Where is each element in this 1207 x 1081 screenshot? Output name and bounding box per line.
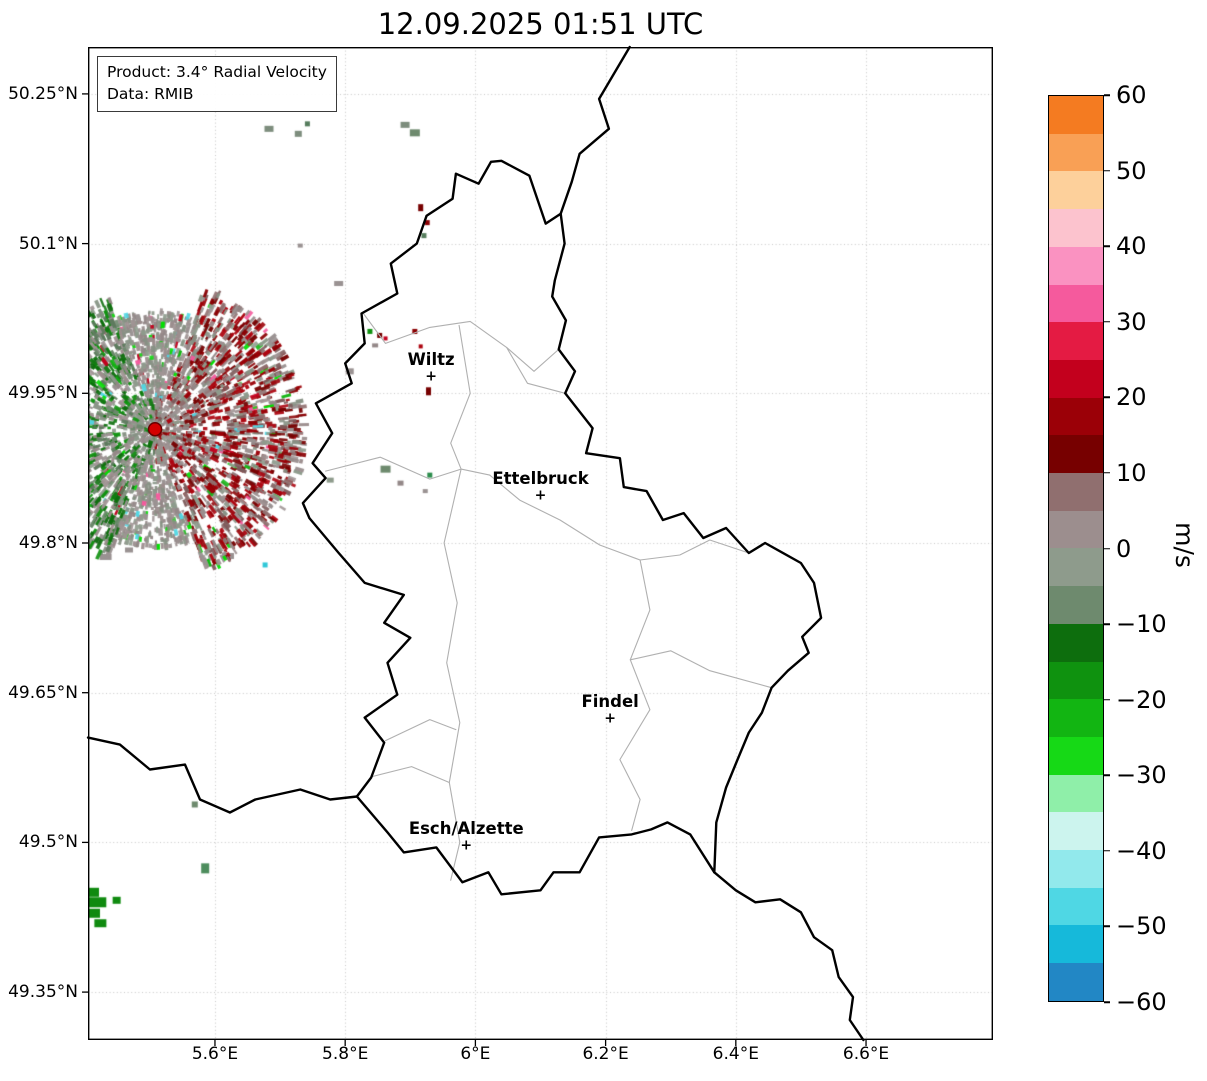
district-border xyxy=(384,719,457,742)
colorbar-segment xyxy=(1049,812,1103,851)
colorbar-tick-mark xyxy=(1104,169,1110,172)
colorbar-tick-label: 30 xyxy=(1116,307,1147,336)
district-border xyxy=(371,766,450,784)
y-tick-label: 49.95°N xyxy=(8,383,78,404)
colorbar-segment xyxy=(1049,736,1103,775)
district-border xyxy=(489,474,750,561)
colorbar-segment xyxy=(1049,548,1103,587)
colorbar-tick-label: 60 xyxy=(1116,81,1147,109)
colorbar-tick-labels: 60 50 40 30 20 10 0 −10 −20 −30 −40 −50 −60 xyxy=(1104,81,1204,1016)
colorbar-segment xyxy=(1049,699,1103,737)
colorbar-unit-label: m/s xyxy=(1170,522,1199,568)
colorbar-tick-mark xyxy=(1104,547,1110,550)
x-tick-label: 5.8°E xyxy=(322,1044,369,1064)
colorbar-tick-mark xyxy=(1104,1001,1110,1003)
colorbar-tick-mark xyxy=(1104,774,1110,776)
district-border xyxy=(629,650,773,689)
colorbar-tick-label: −10 xyxy=(1116,610,1167,639)
colorbar-segment xyxy=(1049,925,1103,964)
colorbar-segment xyxy=(1049,133,1103,172)
colorbar-segment xyxy=(1049,171,1103,210)
y-tick-label: 50.25°N xyxy=(8,83,78,104)
colorbar-segment xyxy=(1049,623,1103,662)
colorbar-tick-label: −40 xyxy=(1116,836,1167,865)
france-germany-border xyxy=(713,871,865,1042)
x-tick-label: 6°E xyxy=(460,1044,491,1064)
x-tick-label: 6.4°E xyxy=(712,1044,759,1064)
colorbar-tick-label: 0 xyxy=(1116,534,1132,563)
colorbar xyxy=(1048,95,1104,1002)
product-name: Product: 3.4° Radial Velocity xyxy=(107,63,327,81)
data-source: Data: RMIB xyxy=(107,84,194,103)
colorbar-segment xyxy=(1049,850,1103,888)
y-tick-label: 49.35°N xyxy=(8,982,78,1003)
district-border xyxy=(325,456,491,480)
colorbar-tick-mark xyxy=(1104,698,1110,701)
latitude-axis: 50.25°N 50.1°N 49.95°N 49.8°N 49.65°N 49.5°N 4… xyxy=(0,47,83,1040)
colorbar-segment xyxy=(1049,774,1103,813)
figure-title: 12.09.2025 01:51 UTC xyxy=(377,7,704,41)
colorbar-tick-label: 40 xyxy=(1116,232,1147,261)
colorbar-tick-label: 50 xyxy=(1116,156,1147,185)
colorbar-segment xyxy=(1049,510,1103,549)
colorbar-tick-label: −20 xyxy=(1116,685,1167,714)
colorbar-segment xyxy=(1049,586,1103,624)
colorbar-tick-label: 10 xyxy=(1116,458,1147,487)
y-tick-label: 49.5°N xyxy=(18,832,78,853)
colorbar-segment xyxy=(1049,284,1103,323)
y-tick-label: 49.65°N xyxy=(8,682,78,703)
colorbar-segment xyxy=(1049,209,1103,247)
longitude-axis: 5.6°E 5.8°E 6°E 6.2°E 6.4°E 6.6°E xyxy=(88,1044,993,1074)
belgium-germany-border xyxy=(559,45,631,215)
radar-echo-layer xyxy=(88,47,993,1040)
district-border xyxy=(506,346,566,394)
x-tick-label: 6.6°E xyxy=(842,1044,890,1064)
colorbar-segment xyxy=(1049,96,1103,134)
district-border xyxy=(619,559,651,831)
colorbar-tick-label: −30 xyxy=(1116,761,1167,790)
product-info-box: Product: 3.4° Radial Velocity Data: RMIB xyxy=(97,56,337,113)
colorbar-tick-mark xyxy=(1104,925,1110,928)
colorbar-tick-mark xyxy=(1104,321,1110,323)
y-tick-label: 50.1°N xyxy=(18,233,78,254)
colorbar-segment xyxy=(1049,359,1103,398)
colorbar-segment xyxy=(1049,397,1103,436)
colorbar-segment xyxy=(1049,435,1103,474)
x-tick-label: 6.2°E xyxy=(582,1044,629,1064)
colorbar-segment xyxy=(1049,887,1103,926)
colorbar-tick-label: −50 xyxy=(1116,912,1167,941)
france-belgium-border xyxy=(86,736,359,814)
y-tick-label: 49.8°N xyxy=(18,533,78,553)
colorbar-tick-label: 20 xyxy=(1116,383,1147,412)
colorbar-segment xyxy=(1049,661,1103,700)
colorbar-tick-label: −60 xyxy=(1116,988,1167,1016)
colorbar-tick-mark xyxy=(1104,850,1110,852)
colorbar-tick-mark xyxy=(1104,245,1110,247)
plot-frame xyxy=(87,46,993,1040)
map-plot-area: + Wiltz + Ettelbruck + Findel + Esch/Alzette Pr… xyxy=(82,45,993,1046)
colorbar-segment xyxy=(1049,246,1103,285)
colorbar-tick-mark xyxy=(1104,472,1110,474)
colorbar-tick-mark xyxy=(1104,396,1110,399)
radar-site-marker xyxy=(147,421,163,437)
luxembourg-border xyxy=(301,159,823,896)
colorbar-segment xyxy=(1049,322,1103,360)
map-borders-layer xyxy=(82,45,993,1046)
x-tick-label: 5.6°E xyxy=(191,1044,239,1064)
district-border xyxy=(443,324,471,881)
colorbar-segment xyxy=(1049,963,1103,1001)
district-border xyxy=(362,312,560,372)
colorbar-segment xyxy=(1049,473,1103,511)
colorbar-tick-mark xyxy=(1104,623,1110,625)
colorbar-tick-mark xyxy=(1104,94,1110,96)
